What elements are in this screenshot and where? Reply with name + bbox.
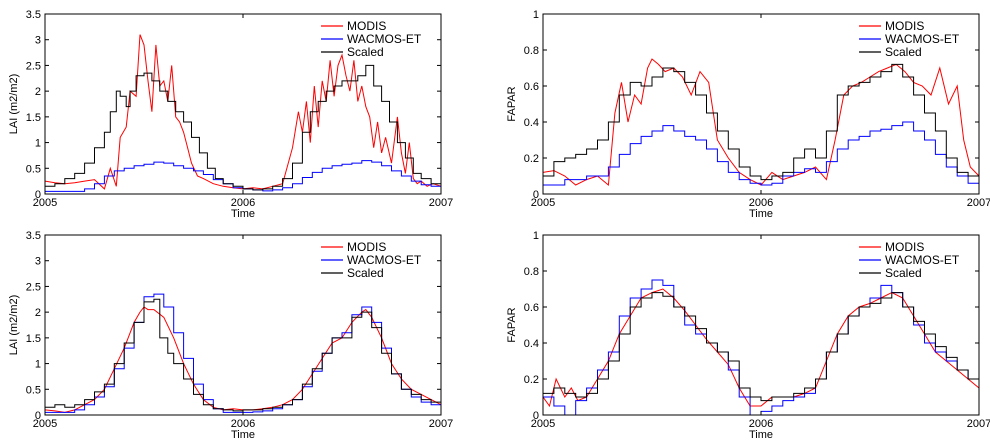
y-tick-label: 0.8 <box>524 45 539 57</box>
y-tick-label: 0.4 <box>524 338 539 350</box>
chart-panel-2: 0 0.2 0.4 0.6 0.8 1 2005 2006 2007 Time FAPAR MODIS… <box>506 9 990 220</box>
y-tick-label: 3 <box>35 256 41 268</box>
y-tick-label: 0.6 <box>524 81 539 93</box>
x-tick-label: 2005 <box>531 197 555 209</box>
x-tick-label: 2007 <box>967 197 990 209</box>
y-tick-label: 1.5 <box>26 112 41 124</box>
legend-label-modis: MODIS <box>347 19 386 33</box>
y-tick-label: 2.5 <box>26 60 41 72</box>
chart-panel-1: 0 0.5 1 1.5 2 2.5 3 3.5 2005 2006 2007 Time LAI (m2/… <box>8 9 453 220</box>
series-line-modis <box>543 58 979 186</box>
y-tick-label: 2.5 <box>26 281 41 293</box>
series-line-modis <box>45 34 441 190</box>
chart-panel-3: 0 0.5 1 1.5 2 2.5 3 3.5 2005 2006 2007 Time LAI (m2/… <box>8 230 453 441</box>
y-tick-label: 1 <box>35 359 41 371</box>
y-tick-label: 3.5 <box>26 9 41 21</box>
legend-label-scaled: Scaled <box>885 45 922 59</box>
x-tick-label: 2007 <box>967 418 990 430</box>
y-tick-label: 0.2 <box>524 153 539 165</box>
y-tick-label: 0.4 <box>524 117 539 129</box>
x-tick-label: 2006 <box>231 418 255 430</box>
y-tick-label: 3 <box>35 35 41 47</box>
x-tick-label: 2005 <box>531 418 555 430</box>
series-line-scaled <box>45 64 441 191</box>
series-line-scaled <box>543 292 979 402</box>
y-axis-label: LAI (m2/m2) <box>8 295 20 356</box>
x-tick-label: 2007 <box>429 197 453 209</box>
legend-label-scaled: Scaled <box>347 266 384 280</box>
y-tick-label: 0.8 <box>524 266 539 278</box>
y-tick-label: 0 <box>35 410 41 422</box>
y-axis-label: FAPAR <box>506 307 518 342</box>
x-axis-label: Time <box>231 429 255 441</box>
x-axis-label: Time <box>749 208 773 220</box>
y-tick-label: 0 <box>533 410 539 422</box>
legend-label-modis: MODIS <box>347 240 386 254</box>
y-axis-label: FAPAR <box>506 86 518 121</box>
chart-panel-4: 0 0.2 0.4 0.6 0.8 1 2005 2006 2007 Time FAPAR MODIS… <box>506 230 990 441</box>
legend-label-wacmos-et: WACMOS-ET <box>885 253 960 267</box>
y-tick-label: 1.5 <box>26 333 41 345</box>
series-line-scaled <box>45 298 441 412</box>
x-tick-label: 2006 <box>749 197 773 209</box>
legend-label-scaled: Scaled <box>885 266 922 280</box>
series-line-scaled <box>543 63 979 181</box>
x-tick-label: 2005 <box>33 197 57 209</box>
y-tick-label: 0.5 <box>26 163 41 175</box>
y-axis-label: LAI (m2/m2) <box>8 74 20 135</box>
series-line-wacmos-et <box>543 279 979 415</box>
legend-label-modis: MODIS <box>885 19 924 33</box>
legend-label-wacmos-et: WACMOS-ET <box>347 253 422 267</box>
series-line-wacmos-et <box>543 121 979 186</box>
legend-label-modis: MODIS <box>885 240 924 254</box>
y-tick-label: 0 <box>533 189 539 201</box>
y-tick-label: 0.2 <box>524 374 539 386</box>
x-tick-label: 2005 <box>33 418 57 430</box>
legend-label-scaled: Scaled <box>347 45 384 59</box>
y-tick-label: 3.5 <box>26 230 41 242</box>
x-tick-label: 2007 <box>429 418 453 430</box>
y-tick-label: 2 <box>35 307 41 319</box>
x-axis-label: Time <box>231 208 255 220</box>
y-tick-label: 1 <box>533 230 539 242</box>
x-axis-label: Time <box>749 429 773 441</box>
series-line-modis <box>45 306 441 413</box>
y-tick-label: 2 <box>35 86 41 98</box>
x-tick-label: 2006 <box>749 418 773 430</box>
y-tick-label: 0.6 <box>524 302 539 314</box>
y-tick-label: 0.5 <box>26 384 41 396</box>
y-tick-label: 1 <box>533 9 539 21</box>
legend-label-wacmos-et: WACMOS-ET <box>885 32 960 46</box>
x-tick-label: 2006 <box>231 197 255 209</box>
y-tick-label: 1 <box>35 138 41 150</box>
legend-label-wacmos-et: WACMOS-ET <box>347 32 422 46</box>
y-tick-label: 0 <box>35 189 41 201</box>
